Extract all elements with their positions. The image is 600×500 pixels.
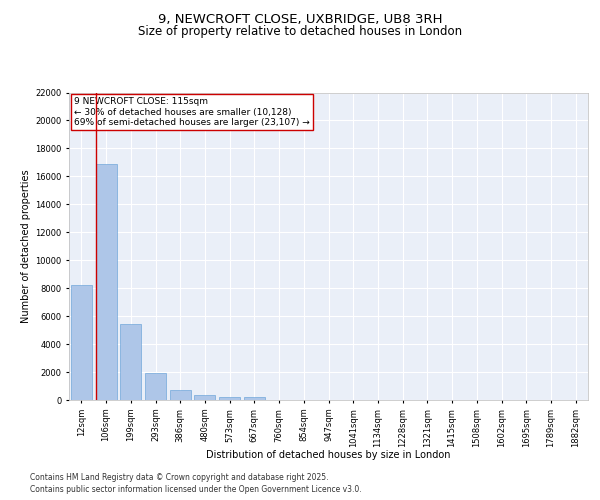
Text: Contains HM Land Registry data © Crown copyright and database right 2025.: Contains HM Land Registry data © Crown c… xyxy=(30,472,329,482)
Text: 9 NEWCROFT CLOSE: 115sqm
← 30% of detached houses are smaller (10,128)
69% of se: 9 NEWCROFT CLOSE: 115sqm ← 30% of detach… xyxy=(74,97,310,127)
Bar xyxy=(95,164,116,400)
X-axis label: Distribution of detached houses by size in London: Distribution of detached houses by size … xyxy=(206,450,451,460)
Bar xyxy=(120,324,141,400)
Text: Contains public sector information licensed under the Open Government Licence v3: Contains public sector information licen… xyxy=(30,485,362,494)
Bar xyxy=(194,394,215,400)
Bar xyxy=(219,396,240,400)
Text: Size of property relative to detached houses in London: Size of property relative to detached ho… xyxy=(138,25,462,38)
Bar xyxy=(145,374,166,400)
Bar xyxy=(170,390,191,400)
Bar xyxy=(244,397,265,400)
Text: 9, NEWCROFT CLOSE, UXBRIDGE, UB8 3RH: 9, NEWCROFT CLOSE, UXBRIDGE, UB8 3RH xyxy=(158,12,442,26)
Y-axis label: Number of detached properties: Number of detached properties xyxy=(21,170,31,323)
Bar xyxy=(71,286,92,400)
